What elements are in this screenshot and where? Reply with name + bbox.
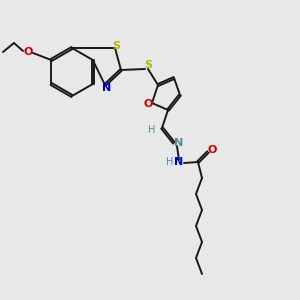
Text: H: H [166, 157, 174, 167]
Text: S: S [144, 60, 152, 70]
Text: H: H [148, 125, 156, 135]
Text: N: N [102, 83, 112, 93]
Text: N: N [174, 157, 184, 167]
Text: S: S [112, 41, 120, 51]
Text: O: O [207, 145, 217, 155]
Text: N: N [174, 138, 184, 148]
Text: O: O [23, 47, 33, 57]
Text: O: O [143, 99, 153, 109]
